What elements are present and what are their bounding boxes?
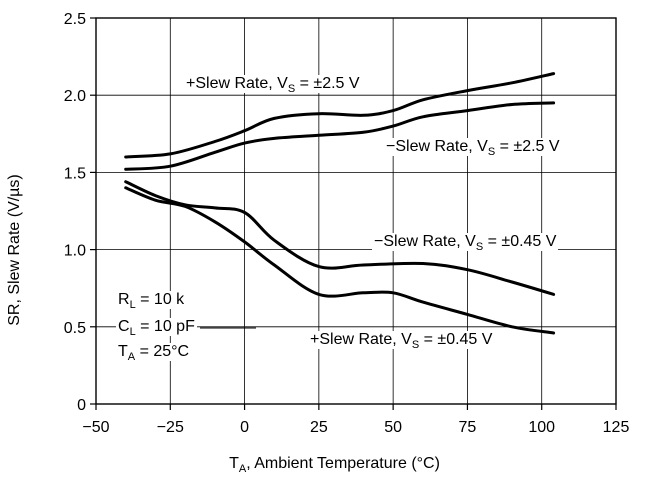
condition-rl: RL = 10 k [116,291,187,311]
condition-cl: CL = 10 pF [116,318,197,338]
y-axis-title: SR, Slew Rate (V/µs) [6,174,23,326]
x-tick-label: 50 [384,419,402,436]
series-label-plus-2p5: +Slew Rate, VS = ±2.5 V [184,75,362,95]
series-label-plus-0p45: +Slew Rate, VS = ±0.45 V [308,331,495,351]
y-tick-label: 0 [77,397,86,414]
tick-labels: −50 −25 0 25 50 75 100 125 0 0.5 1.0 1.5 2.0 2.5 [64,11,630,436]
y-tick-label: 2.0 [64,88,86,105]
x-tick-label: 100 [528,419,555,436]
x-tick-label: 75 [459,419,477,436]
x-tick-label: 25 [310,419,328,436]
y-tick-label: 1.5 [64,165,86,182]
y-tick-label: 0.5 [64,320,86,337]
series-label-minus-0p45: −Slew Rate, VS = ±0.45 V [372,233,559,253]
axis-ticks [90,17,617,410]
x-axis-title: TA, Ambient Temperature (°C) [229,455,440,475]
x-tick-label: 0 [240,419,249,436]
x-tick-label: −25 [157,419,184,436]
series-plus-slew-2p5v [124,72,556,159]
series-minus-slew-2p5v [124,101,556,171]
plot-frame [95,17,617,405]
x-tick-label: 125 [603,419,630,436]
condition-ta: TA = 25°C [116,343,192,363]
series-label-minus-2p5: −Slew Rate, VS = ±2.5 V [384,138,562,158]
y-tick-label: 1.0 [64,243,86,260]
y-tick-label: 2.5 [64,11,86,28]
series-plus-slew-0p45v [124,186,556,335]
series-lines [124,72,556,335]
x-tick-label: −50 [82,419,109,436]
